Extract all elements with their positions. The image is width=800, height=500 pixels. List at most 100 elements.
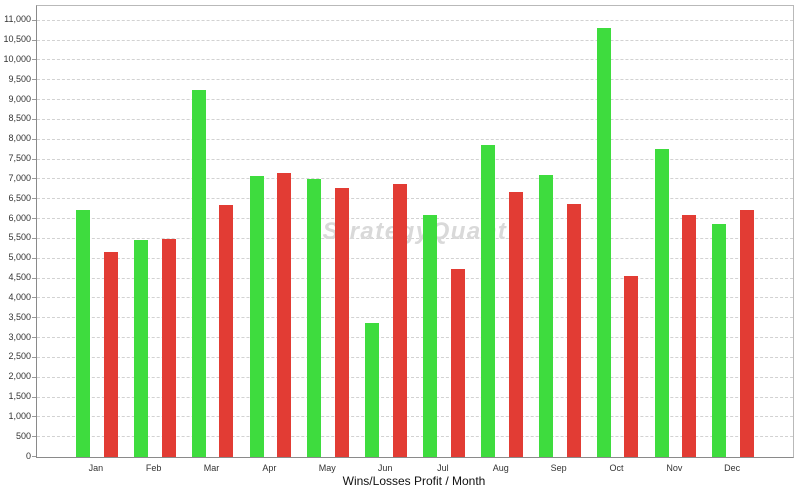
y-axis-label: 500 bbox=[15, 430, 31, 441]
x-axis-label: Oct bbox=[609, 463, 624, 473]
x-axis-label: Jun bbox=[377, 463, 393, 473]
gridline bbox=[37, 376, 793, 378]
gridline bbox=[37, 218, 793, 220]
chart-title: Wins/Losses Profit / Month bbox=[342, 474, 486, 488]
y-tick bbox=[32, 79, 36, 81]
y-tick bbox=[32, 198, 36, 200]
y-tick bbox=[32, 257, 36, 259]
y-axis-label: 11,000 bbox=[4, 14, 31, 25]
gridline bbox=[37, 356, 793, 358]
y-axis-label: 8,500 bbox=[8, 113, 31, 124]
y-tick bbox=[32, 118, 36, 120]
y-axis-label: 4,000 bbox=[8, 291, 31, 302]
bar-losses bbox=[277, 173, 292, 457]
y-axis-label: 7,000 bbox=[8, 172, 31, 183]
bar-wins bbox=[365, 323, 380, 457]
bars-layer bbox=[37, 6, 793, 457]
x-axis-label: Feb bbox=[145, 463, 162, 473]
gridlines bbox=[37, 6, 793, 457]
bar-wins bbox=[133, 239, 148, 457]
gridline bbox=[37, 138, 793, 140]
bar-losses bbox=[161, 238, 176, 457]
y-axis-label: 0 bbox=[25, 450, 31, 461]
y-axis-label: 8,000 bbox=[8, 133, 31, 144]
y-tick bbox=[32, 416, 36, 418]
bar-wins bbox=[538, 174, 553, 457]
x-axis-label: Jan bbox=[88, 463, 104, 473]
gridline bbox=[37, 257, 793, 259]
bar-wins bbox=[249, 176, 264, 457]
bar-losses bbox=[740, 210, 755, 457]
bar-losses bbox=[103, 251, 118, 457]
y-axis-label: 1,000 bbox=[8, 410, 31, 421]
x-axis-label: Nov bbox=[666, 463, 683, 473]
y-tick bbox=[32, 19, 36, 21]
y-axis-label: 1,500 bbox=[8, 391, 31, 402]
y-tick bbox=[32, 277, 36, 279]
gridline bbox=[37, 59, 793, 61]
gridline bbox=[37, 416, 793, 418]
y-tick bbox=[32, 297, 36, 299]
y-tick bbox=[32, 436, 36, 438]
y-tick bbox=[32, 396, 36, 398]
x-axis-label: Dec bbox=[724, 463, 741, 473]
gridline bbox=[37, 178, 793, 180]
plot-area: StrategyQuant bbox=[36, 5, 794, 458]
bar-wins bbox=[76, 210, 90, 457]
y-axis-label: 10,000 bbox=[3, 53, 31, 64]
y-axis-label: 10,500 bbox=[3, 34, 31, 45]
y-tick bbox=[32, 237, 36, 239]
x-axis-label: Mar bbox=[203, 463, 220, 473]
gridline bbox=[37, 118, 793, 120]
x-axis-label: Sep bbox=[550, 463, 567, 473]
gridline bbox=[37, 436, 793, 438]
y-axis-label: 6,500 bbox=[8, 192, 31, 203]
gridline bbox=[37, 317, 793, 319]
bar-losses bbox=[624, 276, 639, 457]
bar-wins bbox=[480, 144, 495, 457]
gridline bbox=[37, 39, 793, 41]
bar-losses bbox=[335, 188, 350, 457]
bar-wins bbox=[712, 224, 727, 457]
y-axis-label: 2,000 bbox=[8, 371, 31, 382]
gridline bbox=[37, 19, 793, 21]
bar-losses bbox=[566, 204, 581, 457]
y-tick bbox=[32, 337, 36, 339]
y-tick bbox=[32, 99, 36, 101]
y-axis-label: 5,500 bbox=[8, 232, 31, 243]
x-axis-label: Jul bbox=[437, 463, 449, 473]
y-tick bbox=[32, 138, 36, 140]
x-axis-label: May bbox=[318, 463, 336, 473]
gridline bbox=[37, 297, 793, 299]
y-axis-label: 4,500 bbox=[8, 272, 31, 283]
y-axis-label: 2,500 bbox=[8, 351, 31, 362]
y-tick bbox=[32, 317, 36, 319]
y-tick bbox=[32, 376, 36, 378]
gridline bbox=[37, 158, 793, 160]
gridline bbox=[37, 79, 793, 81]
y-axis-label: 3,500 bbox=[8, 311, 31, 322]
bar-losses bbox=[450, 268, 465, 457]
gridline bbox=[37, 277, 793, 279]
y-tick bbox=[32, 178, 36, 180]
y-tick bbox=[32, 218, 36, 220]
y-tick bbox=[32, 356, 36, 358]
bar-wins bbox=[423, 214, 438, 457]
watermark: StrategyQuant bbox=[322, 217, 508, 245]
y-tick bbox=[32, 59, 36, 61]
y-tick bbox=[32, 456, 36, 457]
x-axis-label: Aug bbox=[492, 463, 509, 473]
gridline bbox=[37, 198, 793, 200]
bar-losses bbox=[392, 183, 407, 457]
y-tick bbox=[32, 39, 36, 41]
bar-wins bbox=[307, 178, 322, 457]
gridline bbox=[37, 99, 793, 101]
bar-losses bbox=[682, 215, 697, 457]
gridline bbox=[37, 396, 793, 398]
bar-losses bbox=[219, 204, 234, 457]
y-axis-label: 6,000 bbox=[8, 212, 31, 223]
y-tick bbox=[32, 158, 36, 160]
bar-wins bbox=[596, 27, 611, 457]
bar-losses bbox=[508, 192, 523, 457]
